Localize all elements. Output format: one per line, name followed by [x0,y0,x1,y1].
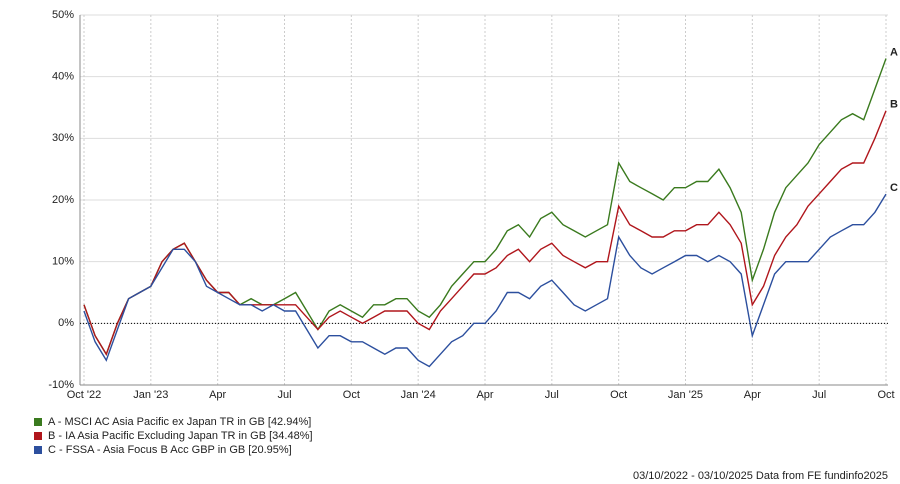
legend-swatch [34,432,42,440]
x-tick-label: Jan '24 [401,389,436,401]
y-tick-label: 20% [52,194,74,206]
end-label: A [890,46,898,58]
x-tick-label: Oct [343,389,360,401]
x-tick-label: Jul [277,389,291,401]
x-tick-label: Oct [877,389,894,401]
y-tick-label: 0% [58,317,74,329]
y-tick-label: -10% [48,379,74,391]
footer: 03/10/2022 - 03/10/2025 Data from FE fun… [633,470,888,482]
y-tick-label: 50% [52,9,74,21]
x-tick-label: Apr [476,389,493,401]
x-tick-label: Apr [744,389,761,401]
series-line [83,193,887,368]
x-tick-label: Jul [545,389,559,401]
y-tick-label: 40% [52,71,74,83]
x-tick-label: Oct [610,389,627,401]
legend-label: B - IA Asia Pacific Excluding Japan TR i… [48,430,313,442]
y-tick-label: 30% [52,132,74,144]
end-label: B [890,99,898,111]
x-tick-label: Jan '25 [668,389,703,401]
legend-label: A - MSCI AC Asia Pacific ex Japan TR in … [48,416,311,428]
end-label: C [890,182,898,194]
legend-swatch [34,418,42,426]
x-tick-label: Oct '22 [67,389,102,401]
series-line [83,58,887,356]
legend-label: C - FSSA - Asia Focus B Acc GBP in GB [2… [48,444,292,456]
x-tick-label: Jul [812,389,826,401]
y-tick-label: 10% [52,256,74,268]
legend-swatch [34,446,42,454]
x-tick-label: Jan '23 [133,389,168,401]
x-tick-label: Apr [209,389,226,401]
